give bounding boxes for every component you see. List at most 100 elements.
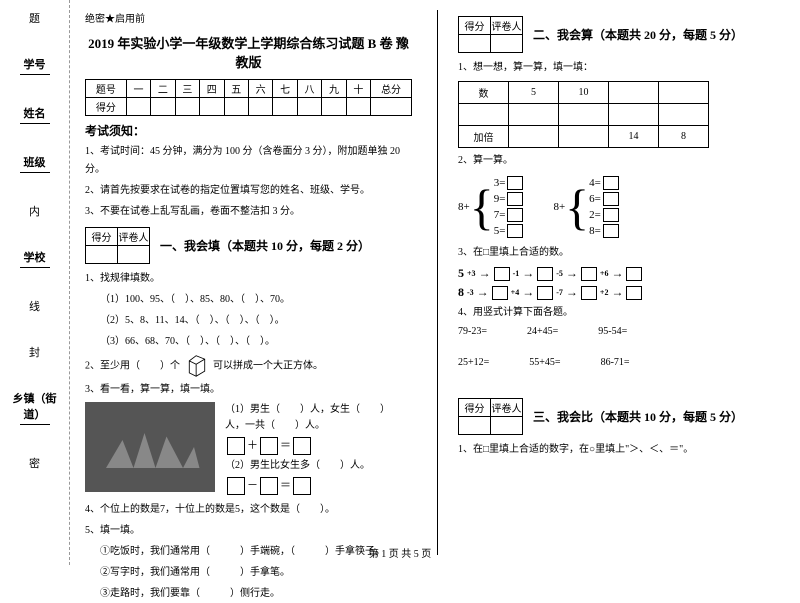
- s3q1: 1、在□里填上合适的数字，在○里填上"＞、＜、＝"。: [458, 441, 785, 459]
- arrow-icon: →: [566, 266, 578, 281]
- gutter-topnote: 题: [5, 10, 64, 26]
- brace-left: 8+ { 3= 9= 7= 5=: [458, 176, 523, 238]
- section2-title: 二、我会算（本题共 20 分，每题 5 分）: [523, 16, 743, 53]
- th: 三: [175, 80, 199, 98]
- op: -5: [556, 269, 563, 278]
- calc-row1: 79-23= 24+45= 95-54=: [458, 326, 785, 337]
- score-cell: 得分: [459, 17, 491, 35]
- q5a: ①吃饭时，我们通常用（ ）手端碗，（ ）手拿筷子。: [85, 543, 412, 561]
- op: -3: [467, 288, 474, 297]
- double-table: 数510 加倍148: [458, 81, 709, 148]
- bi: 9=: [494, 193, 506, 205]
- q1c: （3）66、68、70、（ ）、（ ）、（ ）。: [85, 333, 412, 351]
- section3-title: 三、我会比（本题共 10 分，每题 5 分）: [523, 398, 743, 435]
- page-root: 题 学号 姓名 班级 内 学校 线 封 乡镇（街道） 密 绝密★启用前 2019…: [0, 0, 800, 565]
- th: 二: [151, 80, 175, 98]
- notice-2: 2、请首先按要求在试卷的指定位置填写您的姓名、班级、学号。: [85, 182, 412, 200]
- bi: 8=: [589, 225, 601, 237]
- op: -7: [556, 288, 563, 297]
- bi: 2=: [589, 209, 601, 221]
- arrow-icon: →: [479, 266, 491, 281]
- brace-icon: {: [565, 182, 589, 232]
- prefix-8plus: 8+: [553, 201, 565, 213]
- bi: 4=: [589, 177, 601, 189]
- td: 数: [459, 82, 509, 104]
- cn: 5: [458, 266, 464, 281]
- th: 题号: [86, 80, 127, 98]
- binding-gutter: 题 学号 姓名 班级 内 学校 线 封 乡镇（街道） 密: [0, 0, 70, 565]
- gutter-field-school: 学校: [5, 249, 64, 268]
- notice-1: 1、考试时间：45 分钟，满分为 100 分（含卷面分 3 分），附加题单独 2…: [85, 143, 412, 179]
- q5c: ③走路时，我们要靠（ ）侧行走。: [85, 585, 412, 603]
- calc: 25+12=: [458, 357, 489, 368]
- q5b: ②写字时，我们通常用（ ）手拿笔。: [85, 564, 412, 582]
- th: 六: [248, 80, 272, 98]
- s2q4: 4、用竖式计算下面各题。: [458, 304, 785, 322]
- td: 5: [509, 82, 559, 104]
- q4: 4、个位上的数是7，十位上的数是5，这个数是（ ）。: [85, 501, 412, 519]
- score-cell: 得分: [86, 228, 118, 246]
- gutter-label-name: 姓名: [24, 108, 46, 120]
- q5: 5、填一填。: [85, 522, 412, 540]
- op: +6: [600, 269, 609, 278]
- calc: 55+45=: [529, 357, 560, 368]
- gutter-label-class: 班级: [24, 157, 46, 169]
- q3: 3、看一看，算一算，填一填。: [85, 381, 412, 399]
- arrow-icon: →: [522, 266, 534, 281]
- right-column: 得分评卷人 二、我会算（本题共 20 分，每题 5 分） 1、想一想，算一算，填…: [437, 10, 785, 555]
- q3-content: （1）男生（ ）人，女生（ ） 人，一共（ ）人。 ＋＝ （2）男生比女生多（ …: [85, 402, 412, 498]
- s2q2: 2、算一算。: [458, 152, 785, 170]
- td: 14: [609, 126, 659, 148]
- th: 一: [126, 80, 150, 98]
- content-columns: 绝密★启用前 2019 年实验小学一年级数学上学期综合练习试题 B 卷 豫教版 …: [70, 0, 800, 565]
- calc-row2: 25+12= 55+45= 86-71=: [458, 357, 785, 368]
- calc: 86-71=: [601, 357, 630, 368]
- q2b: 可以拼成一个大正方体。: [213, 360, 323, 371]
- td: 得分: [86, 98, 127, 116]
- left-column: 绝密★启用前 2019 年实验小学一年级数学上学期综合练习试题 B 卷 豫教版 …: [85, 10, 412, 555]
- th: 九: [322, 80, 346, 98]
- eq1: ＋＝: [225, 437, 412, 455]
- q1: 1、找规律填数。: [85, 270, 412, 288]
- gutter-label-school: 学校: [24, 252, 46, 264]
- gutter-label-id: 学号: [24, 59, 46, 71]
- plus-icon: ＋: [247, 440, 258, 452]
- calc: 24+45=: [527, 326, 558, 337]
- arrow-icon: →: [611, 266, 623, 281]
- td: [559, 126, 609, 148]
- bi: 6=: [589, 193, 601, 205]
- bi: 7=: [494, 209, 506, 221]
- eq-icon: ＝: [280, 480, 291, 492]
- prefix-8plus: 8+: [458, 201, 470, 213]
- minus-icon: －: [247, 480, 258, 492]
- arrow-icon: →: [477, 285, 489, 300]
- th: 七: [273, 80, 297, 98]
- td: [609, 82, 659, 104]
- grader-cell: 评卷人: [118, 228, 150, 246]
- td: 8: [659, 126, 709, 148]
- brace-math: 8+ { 3= 9= 7= 5= 8+ { 4= 6= 2=: [458, 176, 785, 238]
- q1a: （1）100、95、（ ）、85、80、（ ）、70。: [85, 291, 412, 309]
- q1b: （2）5、8、11、14、（ ）、（ ）、（ ）。: [85, 312, 412, 330]
- section1-title: 一、我会填（本题共 10 分，每题 2 分）: [150, 227, 370, 264]
- th: 总分: [371, 80, 412, 98]
- eq-icon: ＝: [280, 440, 291, 452]
- q2a: 2、至少用（ ）个: [85, 360, 180, 371]
- eq2: －＝: [225, 477, 412, 495]
- gutter-field-town: 乡镇（街道）: [5, 390, 64, 425]
- gutter-mark-feng: 封: [5, 344, 64, 360]
- s2q1: 1、想一想，算一算，填一填：: [458, 59, 785, 77]
- kids-illustration: [85, 402, 215, 492]
- s2q3: 3、在□里填上合适的数。: [458, 244, 785, 262]
- section1-scorebox: 得分评卷人 一、我会填（本题共 10 分，每题 2 分）: [85, 227, 412, 264]
- gutter-label-town: 乡镇（街道）: [13, 393, 57, 421]
- gutter-mark-mi: 密: [5, 455, 64, 471]
- bi: 3=: [494, 177, 506, 189]
- gutter-mark-xian: 线: [5, 298, 64, 314]
- cube-icon: [185, 354, 209, 378]
- calc: 95-54=: [598, 326, 627, 337]
- bi: 5=: [494, 225, 506, 237]
- td: 加倍: [459, 126, 509, 148]
- arrow-icon: →: [566, 285, 578, 300]
- op: +4: [511, 288, 520, 297]
